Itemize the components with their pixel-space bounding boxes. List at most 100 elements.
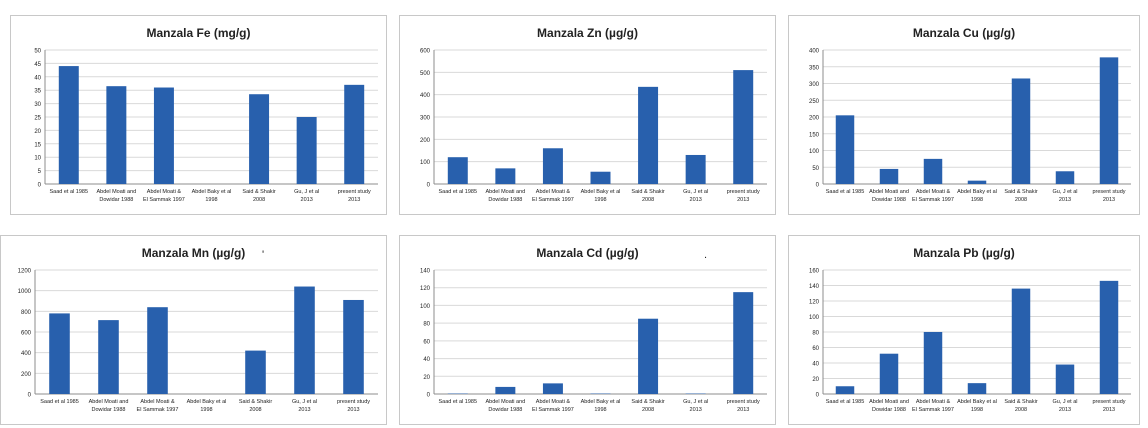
x-tick-label: Saad et al 1985	[40, 399, 79, 405]
x-tick-label: Gu, J et al	[294, 189, 319, 195]
y-tick-label: 15	[34, 142, 41, 148]
bar	[106, 86, 127, 184]
x-tick-label: Abdel Moati and	[485, 189, 525, 195]
x-tick-label: Abdel Moati &	[916, 399, 951, 405]
stray-mark-cd: .	[704, 249, 708, 261]
bar	[542, 148, 563, 184]
y-tick-label: 25	[34, 116, 41, 122]
x-tick-label: 2013	[737, 197, 749, 203]
y-tick-label: 150	[809, 132, 820, 138]
y-tick-label: 80	[812, 331, 819, 337]
y-tick-label: 100	[420, 160, 431, 166]
x-tick-label: Dowidar 1988	[488, 197, 522, 203]
chart-svg: Manzala Mn (µg/g) 0 200 400 600 800 1000 1200 Sa…	[18, 246, 378, 413]
y-tick-label: 100	[420, 304, 431, 310]
y-tick-label: 0	[427, 183, 431, 189]
y-tick-label: 40	[34, 75, 41, 81]
y-tick-label: 600	[420, 49, 431, 55]
x-tick-label: 2013	[301, 197, 313, 203]
x-tick-label: Said & Shakir	[1004, 189, 1037, 195]
x-tick-label: present study	[1092, 399, 1125, 405]
bar	[49, 313, 70, 394]
x-tick-label: Gu, J et al	[1052, 399, 1077, 405]
x-tick-label: 2013	[348, 197, 360, 203]
y-tick-label: 1200	[18, 269, 32, 275]
y-tick-label: 140	[420, 269, 431, 275]
x-tick-label: 1998	[971, 407, 983, 413]
y-tick-label: 5	[38, 169, 42, 175]
x-tick-label: Abdel Moati and	[869, 399, 909, 405]
x-tick-label: Abdel Moati and	[869, 189, 909, 195]
x-tick-label: 2013	[690, 407, 702, 413]
x-tick-label: Abdel Moati and	[96, 189, 136, 195]
y-tick-label: 160	[809, 269, 820, 275]
bar	[1011, 78, 1031, 184]
x-tick-label: 2008	[1015, 197, 1027, 203]
chart-title: Manzala Zn (µg/g)	[537, 26, 638, 40]
x-tick-label: present study	[1092, 189, 1125, 195]
bar	[733, 70, 754, 184]
y-tick-label: 300	[420, 116, 431, 122]
x-tick-label: Abdel Moati &	[536, 399, 571, 405]
bar	[296, 117, 317, 184]
bar	[1011, 288, 1031, 394]
y-tick-label: 300	[809, 82, 820, 88]
y-tick-label: 10	[34, 156, 41, 162]
bar	[638, 86, 659, 184]
y-tick-label: 45	[34, 62, 41, 68]
x-tick-label: El Sammak 1997	[143, 197, 185, 203]
bar	[923, 332, 943, 394]
x-tick-label: present study	[338, 189, 371, 195]
x-tick-label: Saad et al 1985	[826, 189, 865, 195]
bar	[879, 353, 899, 394]
bar	[495, 386, 516, 394]
y-tick-label: 400	[809, 49, 820, 55]
y-tick-label: 35	[34, 89, 41, 95]
chart-svg: Manzala Cu (µg/g) 0 50 100 150 200 250 300 350 40…	[809, 26, 1131, 203]
x-tick-label: Dowidar 1988	[488, 407, 522, 413]
x-tick-label: Abdel Baky et al	[187, 399, 227, 405]
x-tick-label: 2013	[1103, 407, 1115, 413]
y-tick-label: 0	[28, 393, 32, 399]
x-tick-label: Said & Shakir	[1004, 399, 1037, 405]
bar	[147, 307, 168, 394]
x-tick-label: Said & Shakir	[631, 399, 664, 405]
y-tick-label: 40	[423, 357, 430, 363]
x-tick-label: Said & Shakir	[242, 189, 275, 195]
y-tick-label: 100	[809, 315, 820, 321]
y-tick-label: 100	[809, 149, 820, 155]
x-tick-label: Abdel Baky et al	[957, 399, 997, 405]
y-tick-label: 350	[809, 65, 820, 71]
chart-svg: Manzala Pb (µg/g) 0 20 40 60 80 100 120 140 160 Sa…	[809, 246, 1131, 413]
bar	[98, 320, 119, 394]
x-tick-label: 2013	[1103, 197, 1115, 203]
x-tick-label: Dowidar 1988	[872, 197, 906, 203]
x-tick-label: El Sammak 1997	[532, 197, 574, 203]
chart-panel-cd: Manzala Cd (µg/g) 0 20 40 60 80 100 120 140 Saad …	[399, 235, 776, 425]
x-tick-label: Gu, J et al	[683, 189, 708, 195]
stray-mark-mn: '	[262, 249, 265, 261]
bar	[923, 158, 943, 184]
bar	[967, 383, 987, 394]
x-tick-label: El Sammak 1997	[137, 407, 179, 413]
bar	[685, 154, 706, 184]
y-tick-label: 20	[423, 375, 430, 381]
x-tick-label: Said & Shakir	[239, 399, 272, 405]
bar	[835, 115, 855, 184]
x-tick-label: Abdel Baky et al	[192, 189, 232, 195]
chart-svg: Manzala Zn (µg/g) 0 100 200 300 400 500 600 Saad…	[420, 26, 767, 203]
x-tick-label: 2008	[1015, 407, 1027, 413]
x-tick-label: El Sammak 1997	[912, 197, 954, 203]
x-tick-label: 2008	[253, 197, 265, 203]
y-tick-label: 120	[420, 286, 431, 292]
x-tick-label: Saad et al 1985	[439, 399, 478, 405]
chart-panel-mn: Manzala Mn (µg/g) 0 200 400 600 800 1000 1200 Sa…	[0, 235, 387, 425]
x-tick-label: Abdel Baky et al	[957, 189, 997, 195]
chart-svg: Manzala Fe (mg/g) 0 5 10 15 20 25 30 35 40 45 50 Saa…	[34, 26, 378, 203]
x-tick-label: Abdel Moati &	[140, 399, 175, 405]
y-tick-label: 200	[809, 116, 820, 122]
x-tick-label: 1998	[594, 197, 606, 203]
y-tick-label: 0	[816, 183, 820, 189]
x-tick-label: 1998	[205, 197, 217, 203]
y-tick-label: 0	[38, 183, 42, 189]
